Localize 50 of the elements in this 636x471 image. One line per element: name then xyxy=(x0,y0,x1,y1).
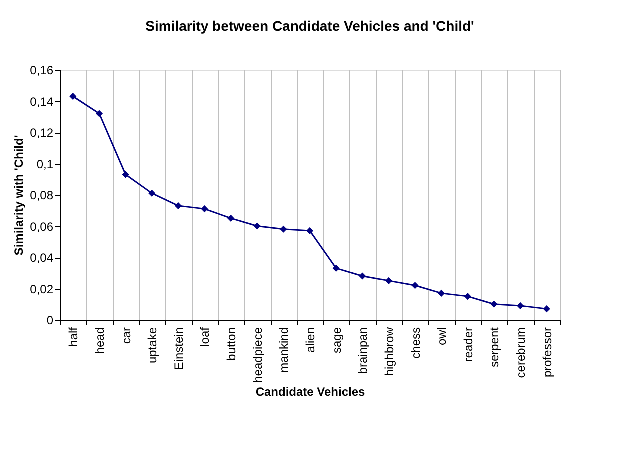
y-tick-label: 0,16 xyxy=(30,64,54,78)
point xyxy=(359,272,366,280)
x-tick-label: alien xyxy=(304,328,318,353)
point xyxy=(516,302,524,310)
point xyxy=(306,227,314,234)
x-tick-label: serpent xyxy=(488,326,502,368)
y-tick-label: 0 xyxy=(46,314,54,328)
point xyxy=(174,202,182,210)
x-tick-label: Einstein xyxy=(172,328,186,370)
x-tick-label: chess xyxy=(408,328,423,359)
x-tick-label: brainpan xyxy=(356,328,370,374)
chart-title: Similarity between Candidate Vehicles and 'Child' xyxy=(146,18,474,34)
x-tick-label: button xyxy=(224,328,239,361)
x-tick-label: reader xyxy=(461,327,476,362)
y-tick-label: 0,12 xyxy=(30,126,54,140)
y-tick-label: 0,1 xyxy=(36,157,54,172)
y-tick-label: 0,02 xyxy=(30,282,54,296)
point xyxy=(332,264,340,272)
point xyxy=(148,190,156,197)
y-tick-label: 0,08 xyxy=(30,188,54,202)
x-tick-label: uptake xyxy=(146,327,160,364)
point xyxy=(280,226,288,233)
y-tick-label: 0,06 xyxy=(30,220,54,234)
point xyxy=(438,290,446,297)
point xyxy=(543,306,550,313)
point xyxy=(412,282,419,290)
point xyxy=(464,293,472,300)
x-tick-label: professor xyxy=(540,328,554,378)
point xyxy=(228,214,235,222)
point xyxy=(490,300,498,308)
x-tick-label: sage xyxy=(330,327,344,354)
point xyxy=(70,93,77,100)
x-tick-label: car xyxy=(119,328,134,344)
x-tick-label: mankind xyxy=(277,328,292,373)
point xyxy=(122,171,130,178)
point xyxy=(201,206,208,213)
x-tick-label: head xyxy=(92,328,107,354)
x-tick-label: headpiece xyxy=(250,327,265,383)
y-tick-label: 0,04 xyxy=(30,251,54,265)
x-tick-label: half xyxy=(66,326,81,347)
point xyxy=(96,110,104,118)
x-tick-label: cerebrum xyxy=(514,328,528,378)
point xyxy=(254,222,261,230)
point xyxy=(385,277,392,284)
x-tick-label: owl xyxy=(435,328,450,346)
x-tick-label: loaf xyxy=(198,326,212,347)
x-tick-label: highbrow xyxy=(382,327,396,376)
y-axis-title: Similarity with 'Child' xyxy=(12,135,26,256)
y-tick-label: 0,14 xyxy=(30,94,54,109)
x-axis-title: Candidate Vehicles xyxy=(256,384,366,399)
